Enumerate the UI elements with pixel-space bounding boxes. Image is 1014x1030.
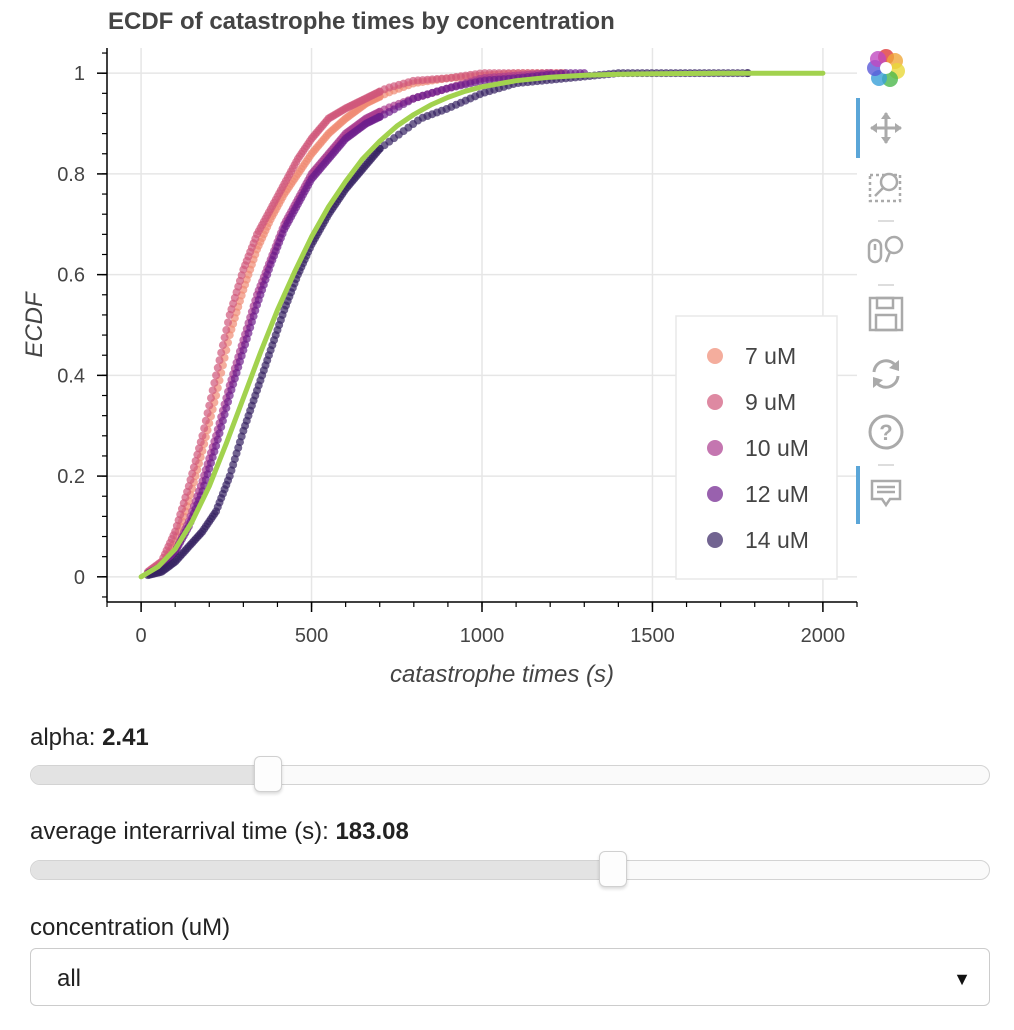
data-point xyxy=(224,397,233,406)
data-point xyxy=(213,363,222,372)
x-tick-label: 2000 xyxy=(801,625,846,647)
legend-label: 10 uM xyxy=(745,435,809,461)
legend: 7 uM 9 uM 10 uM 12 uM 14 uM xyxy=(675,315,838,580)
legend-box xyxy=(675,315,838,580)
data-point xyxy=(217,422,226,431)
svg-text:?: ? xyxy=(879,420,892,445)
legend-swatch xyxy=(707,486,723,502)
x-axis-label: catastrophe times (s) xyxy=(390,661,614,688)
fit-curve xyxy=(138,70,826,580)
data-point xyxy=(189,463,198,472)
y-tick-label: 0.6 xyxy=(57,265,85,287)
dropdown-arrow-icon: ▼ xyxy=(953,969,971,989)
toolbar: ? xyxy=(856,44,916,544)
alpha-label: alpha: 2.41 xyxy=(30,724,149,751)
data-point xyxy=(224,318,233,327)
data-point xyxy=(186,475,195,484)
legend-label: 7 uM xyxy=(745,343,796,369)
concentration-selected-value: all xyxy=(57,965,82,992)
data-point xyxy=(200,424,209,433)
x-tick-label: 1500 xyxy=(630,625,675,647)
data-point xyxy=(210,378,219,387)
series-12-uM xyxy=(143,69,589,578)
legend-label: 9 uM xyxy=(745,389,796,415)
interarrival-slider-fill xyxy=(31,861,614,879)
legend-swatch xyxy=(707,394,723,410)
interarrival-slider-handle[interactable] xyxy=(599,851,628,887)
data-point xyxy=(218,416,227,425)
data-point xyxy=(222,404,231,413)
alpha-slider-handle[interactable] xyxy=(253,756,282,792)
x-tick-label: 0 xyxy=(136,625,147,647)
data-point xyxy=(203,409,212,418)
x-tick-label: 1000 xyxy=(460,625,505,647)
legend-swatch xyxy=(707,532,723,548)
fit-curve-line xyxy=(138,70,826,580)
data-point xyxy=(218,341,227,350)
pan-icon[interactable] xyxy=(864,106,908,150)
box-zoom-icon[interactable] xyxy=(864,164,908,208)
data-point xyxy=(208,386,217,395)
help-icon[interactable]: ? xyxy=(864,410,908,454)
data-point xyxy=(195,444,204,453)
data-point xyxy=(222,326,231,335)
data-point xyxy=(205,401,214,410)
data-point xyxy=(184,482,193,491)
y-axis-label: ECDF xyxy=(21,291,48,358)
y-tick-label: 0.4 xyxy=(57,365,85,387)
save-icon[interactable] xyxy=(864,292,908,336)
data-point xyxy=(196,438,205,447)
reset-icon[interactable] xyxy=(864,352,908,396)
alpha-slider-fill xyxy=(31,766,268,784)
data-point xyxy=(206,394,215,403)
y-tick-label: 1 xyxy=(74,63,85,85)
concentration-select[interactable]: all ▼ xyxy=(30,948,990,1006)
data-point xyxy=(212,371,221,380)
data-point xyxy=(220,333,229,342)
interarrival-value: 183.08 xyxy=(335,818,409,845)
data-point xyxy=(220,410,229,419)
legend-swatch xyxy=(707,440,723,456)
data-point xyxy=(215,429,224,438)
legend-swatch xyxy=(707,348,723,364)
data-point xyxy=(201,416,210,425)
alpha-slider[interactable] xyxy=(30,756,990,792)
hover-icon[interactable] xyxy=(864,472,908,516)
chart-title: ECDF of catastrophe times by concentrati… xyxy=(108,8,615,35)
data-point xyxy=(217,348,226,357)
y-tick-label: 0.2 xyxy=(57,466,85,488)
data-point xyxy=(215,356,224,365)
ecdf-plot[interactable]: 0 500 1000 1500 2000 0 0.2 0.4 0.6 0.8 1 catastroph… xyxy=(0,0,1014,700)
bokeh-logo-icon[interactable] xyxy=(864,46,908,90)
data-point xyxy=(212,441,221,450)
axes: 0 500 1000 1500 2000 0 0.2 0.4 0.6 0.8 1 catastroph… xyxy=(21,48,858,688)
data-point xyxy=(191,456,200,465)
wheel-zoom-icon[interactable] xyxy=(864,228,908,272)
interarrival-label: average interarrival time (s): 183.08 xyxy=(30,818,409,845)
legend-label: 14 uM xyxy=(745,527,809,553)
data-point xyxy=(193,450,202,459)
alpha-value: 2.41 xyxy=(102,724,149,751)
concentration-label: concentration (uM) xyxy=(30,914,231,941)
data-point xyxy=(213,435,222,444)
x-tick-label: 500 xyxy=(295,625,328,647)
legend-label: 12 uM xyxy=(745,481,809,507)
data-point xyxy=(198,431,207,440)
data-point xyxy=(188,469,197,478)
interarrival-slider[interactable] xyxy=(30,851,990,887)
y-tick-label: 0 xyxy=(74,567,85,589)
y-tick-label: 0.8 xyxy=(57,164,85,186)
